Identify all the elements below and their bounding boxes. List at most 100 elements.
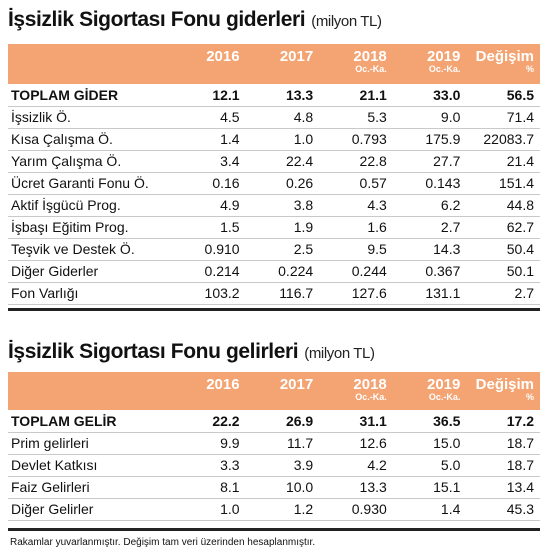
expenses-row-label: Yarım Çalışma Ö. [8,150,172,173]
expenses-header-sub: % [525,64,534,74]
income-row-value: 18.7 [466,432,540,455]
income-row-value: 8.1 [172,476,246,499]
expenses-row-value: 127.6 [319,282,393,305]
income-header-label [8,372,166,377]
income-row-label: TOPLAM GELİR [8,410,172,433]
income-table-row: Faiz Gelirleri 8.1 10.0 13.3 15.1 13.4 [8,476,540,499]
expenses-row-value: 0.224 [245,260,320,283]
expenses-row-value: 4.8 [245,106,320,129]
expenses-header-label: 2019 [427,48,461,65]
income-row-value: 22.2 [172,410,246,433]
income-row-value: 36.5 [392,410,467,433]
expenses-row-value: 44.8 [466,194,540,217]
expenses-row-value: 103.2 [172,282,246,305]
expenses-row-value: 0.143 [392,172,467,195]
income-table-row: Prim gelirleri 9.9 11.7 12.6 15.0 18.7 [8,432,540,455]
income-row-label: Faiz Gelirleri [8,476,172,499]
expenses-row-label: Diğer Giderler [8,260,172,283]
income-header-cell: 2018 Oc.-Ka. [319,372,393,410]
expenses-row-value: 0.910 [172,238,246,261]
income-panel: İşsizlik Sigortası Fonu gelirleri (milyon… [8,340,540,364]
expenses-panel: İşsizlik Sigortası Fonu giderleri (milyon… [8,8,540,32]
expenses-header-sub: Oc.-Ka. [355,64,387,74]
income-row-value: 17.2 [466,410,540,433]
income-header-label: Değişim [475,376,534,393]
expenses-row-label: Fon Varlığı [8,282,172,305]
expenses-row-value: 22.8 [319,150,393,173]
expenses-table-row: İşbaşı Eğitim Prog. 1.5 1.9 1.6 2.7 62.7 [8,216,540,239]
expenses-row-value: 2.7 [466,282,540,305]
expenses-row-value: 27.7 [392,150,467,173]
expenses-row-value: 50.1 [466,260,540,283]
expenses-row-value: 62.7 [466,216,540,239]
income-header-cell [8,372,172,410]
expenses-row-value: 1.0 [245,128,320,151]
income-header-sub: Oc.-Ka. [355,392,387,402]
expenses-row-value: 0.793 [319,128,393,151]
expenses-row-value: 1.9 [245,216,320,239]
expenses-table-row: Fon Varlığı 103.2 116.7 127.6 131.1 2.7 [8,282,540,305]
income-title: İşsizlik Sigortası Fonu gelirleri (milyon… [8,340,540,364]
expenses-row-value: 175.9 [392,128,467,151]
expenses-title: İşsizlik Sigortası Fonu giderleri (milyon… [8,8,540,32]
expenses-row-label: İşsizlik Ö. [8,106,172,129]
expenses-row-value: 9.0 [392,106,467,129]
expenses-header-cell: 2018 Oc.-Ka. [319,44,393,84]
income-header-label: 2016 [206,376,240,393]
income-header-cell: 2019 Oc.-Ka. [393,372,467,410]
expenses-bottom-rule [8,308,540,311]
expenses-row-value: 14.3 [392,238,467,261]
expenses-row-value: 0.214 [172,260,246,283]
expenses-row-value: 0.244 [319,260,393,283]
expenses-row-value: 50.4 [466,238,540,261]
income-row-value: 10.0 [245,476,320,499]
income-header-sub: % [525,392,534,402]
expenses-table-row: Yarım Çalışma Ö. 3.4 22.4 22.8 27.7 21.4 [8,150,540,173]
income-header-label: 2017 [279,376,314,393]
expenses-row-value: 22.4 [245,150,320,173]
income-table: 2016 2017 2018 Oc.-Ka. 2019 Oc.-Ka. Değişim% T… [8,372,540,521]
expenses-header-cell: 2016 [172,44,246,84]
expenses-row-value: 12.1 [172,84,246,107]
expenses-row-value: 2.5 [245,238,320,261]
income-table-row: TOPLAM GELİR 22.2 26.9 31.1 36.5 17.2 [8,410,540,433]
footnote: Rakamlar yuvarlanmıştır. Değişim tam ver… [10,537,316,548]
expenses-header-cell: Değişim% [466,44,540,84]
income-row-value: 15.0 [392,432,467,455]
expenses-row-value: 21.1 [319,84,393,107]
income-row-value: 13.4 [466,476,540,499]
income-row-value: 31.1 [319,410,393,433]
expenses-row-value: 0.16 [172,172,246,195]
expenses-header-label: 2018 [353,48,387,65]
expenses-header-cell: 2017 [246,44,320,84]
income-row-value: 15.1 [392,476,467,499]
income-table-row: Devlet Katkısı 3.3 3.9 4.2 5.0 18.7 [8,454,540,477]
income-row-value: 4.2 [319,454,393,477]
expenses-unit: (milyon TL) [311,13,382,30]
expenses-table-row: TOPLAM GİDER 12.1 13.3 21.1 33.0 56.5 [8,84,540,107]
expenses-row-value: 5.3 [319,106,393,129]
expenses-row-label: Ücret Garanti Fonu Ö. [8,172,172,195]
income-header-cell: Değişim% [466,372,540,410]
expenses-row-value: 4.3 [319,194,393,217]
income-table-row: Diğer Gelirler 1.0 1.2 0.930 1.4 45.3 [8,498,540,521]
income-row-value: 13.3 [319,476,393,499]
expenses-header-label [8,44,166,49]
expenses-table-row: Kısa Çalışma Ö. 1.4 1.0 0.793 175.9 22083.7 [8,128,540,151]
expenses-row-value: 6.2 [392,194,467,217]
income-header-row: 2016 2017 2018 Oc.-Ka. 2019 Oc.-Ka. Değişim% [8,372,540,410]
income-header-label: 2019 [427,376,461,393]
income-header-cell: 2016 [172,372,246,410]
expenses-table: 2016 2017 2018 Oc.-Ka. 2019 Oc.-Ka. Değişim% T… [8,44,540,305]
income-header-label: 2018 [353,376,387,393]
expenses-row-value: 1.5 [172,216,246,239]
income-row-value: 26.9 [245,410,320,433]
income-unit: (milyon TL) [304,345,375,362]
income-bottom-rule [8,528,540,531]
income-row-label: Prim gelirleri [8,432,172,455]
income-row-value: 18.7 [466,454,540,477]
expenses-table-row: İşsizlik Ö. 4.5 4.8 5.3 9.0 71.4 [8,106,540,129]
expenses-row-value: 22083.7 [466,128,540,151]
expenses-table-row: Ücret Garanti Fonu Ö. 0.16 0.26 0.57 0.143 15… [8,172,540,195]
expenses-header-sub: Oc.-Ka. [428,64,461,74]
